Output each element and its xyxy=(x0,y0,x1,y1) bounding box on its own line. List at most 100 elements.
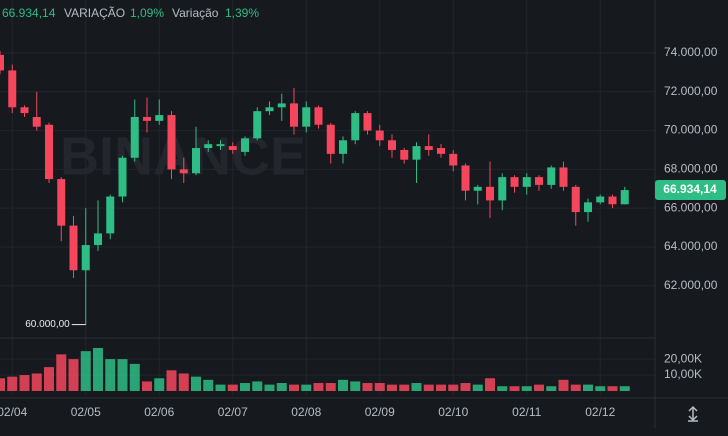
volume-bar xyxy=(497,386,508,391)
volume-bar xyxy=(534,384,544,391)
volume-bar xyxy=(264,384,275,391)
header-price: 66.934,14 xyxy=(2,6,56,20)
candle-body xyxy=(8,70,17,108)
candle-body xyxy=(375,130,384,141)
y-tick-label: 68.000,00 xyxy=(664,162,718,176)
candle-body xyxy=(388,140,396,150)
scale-button[interactable] xyxy=(688,405,698,422)
candle-body xyxy=(412,146,421,160)
volume-bar xyxy=(325,383,336,391)
candle-body xyxy=(559,167,568,187)
volume-bar xyxy=(301,384,312,391)
x-tick-label: 02/11 xyxy=(512,405,541,419)
header-label: VARIAÇÃO xyxy=(64,6,125,20)
candle-body xyxy=(179,169,188,174)
x-tick-label: 02/08 xyxy=(291,405,321,419)
candle-body xyxy=(571,186,580,213)
y-tick-label: 74.000,00 xyxy=(664,45,718,59)
candle-body xyxy=(535,177,543,185)
volume-bar xyxy=(619,386,630,391)
candle-body xyxy=(32,116,41,127)
volume-bar xyxy=(436,384,446,391)
volume-bar xyxy=(129,363,140,391)
x-tick-label: 02/05 xyxy=(71,405,101,419)
candle-body xyxy=(363,113,372,131)
low-label: 60.000,00 xyxy=(25,319,70,330)
x-tick-label: 02/09 xyxy=(365,405,395,419)
volume-bar xyxy=(521,386,532,391)
volume-bar xyxy=(31,373,42,391)
volume-bar xyxy=(448,384,459,391)
candle-body xyxy=(69,225,78,271)
volume-bar xyxy=(178,373,189,391)
volume-bar xyxy=(93,347,103,391)
volume-bar xyxy=(227,384,238,391)
volume-bar xyxy=(80,351,91,391)
candle-body xyxy=(106,196,115,234)
candle-body xyxy=(584,202,592,213)
y-tick-label: 72.000,00 xyxy=(664,84,718,98)
x-tick-label: 02/04 xyxy=(0,405,28,419)
volume-bar xyxy=(472,384,483,391)
candle-body xyxy=(314,107,323,125)
volume-bar xyxy=(350,381,361,391)
price-tag-label: 66.934,14 xyxy=(663,182,717,196)
volume-bar xyxy=(154,378,165,391)
volume-bar xyxy=(166,370,177,391)
candle-body xyxy=(192,148,200,174)
candle-body xyxy=(228,146,237,150)
header: 66.934,14 VARIAÇÃO 1,09% Variação 1,39% xyxy=(2,6,259,20)
candle-body xyxy=(57,179,66,226)
candle-body xyxy=(547,167,556,185)
candle-body xyxy=(510,177,519,187)
volume-bar xyxy=(68,359,79,391)
volume-bar xyxy=(215,384,226,391)
candle-body xyxy=(0,54,4,71)
candle-body xyxy=(290,103,298,127)
candle-body xyxy=(608,196,617,205)
header-label: Variação xyxy=(172,6,219,20)
volume-bar xyxy=(485,378,495,391)
price-tag xyxy=(655,180,726,201)
volume-bar xyxy=(509,386,520,391)
volume-bar xyxy=(56,354,67,391)
candle-body xyxy=(302,107,311,127)
header-change: 1,09% xyxy=(130,6,164,20)
candle-body xyxy=(204,144,213,149)
candle-body xyxy=(522,177,531,187)
volume-bar xyxy=(276,383,287,391)
candle-body xyxy=(118,157,127,197)
candle-body xyxy=(449,153,458,166)
volume-bar xyxy=(570,384,581,391)
volume-bar xyxy=(399,384,410,391)
volume-bar xyxy=(460,383,471,391)
candle-body xyxy=(130,116,139,158)
volume-bar xyxy=(423,384,434,391)
candle-body xyxy=(437,148,445,154)
volume-bar xyxy=(7,376,18,391)
y-tick-label: 62.000,00 xyxy=(664,278,718,292)
watermark: BINANCE xyxy=(60,126,306,186)
volume-bar xyxy=(362,383,373,391)
volume-bar xyxy=(240,383,250,391)
volume-bar xyxy=(289,384,299,391)
volume-bar xyxy=(203,379,214,391)
candle-body xyxy=(20,107,29,114)
y2-tick-label: 10,00K xyxy=(664,367,702,381)
volume-bar xyxy=(595,386,606,391)
y-tick-label: 70.000,00 xyxy=(664,123,718,137)
candle-body xyxy=(155,115,164,121)
icon xyxy=(688,405,698,422)
volume-bar xyxy=(313,383,324,391)
volume-bar xyxy=(252,381,263,391)
candle-body xyxy=(94,233,102,246)
candle-body xyxy=(424,146,433,150)
candle-body xyxy=(253,111,262,139)
candle-body xyxy=(461,165,470,191)
x-tick-label: 02/07 xyxy=(218,405,248,419)
volume-bar xyxy=(558,379,569,391)
header-change: 1,39% xyxy=(225,6,259,20)
volume-bar xyxy=(411,383,422,391)
y2-tick-label: 20,00K xyxy=(664,351,702,365)
x-tick-label: 02/06 xyxy=(144,405,174,419)
